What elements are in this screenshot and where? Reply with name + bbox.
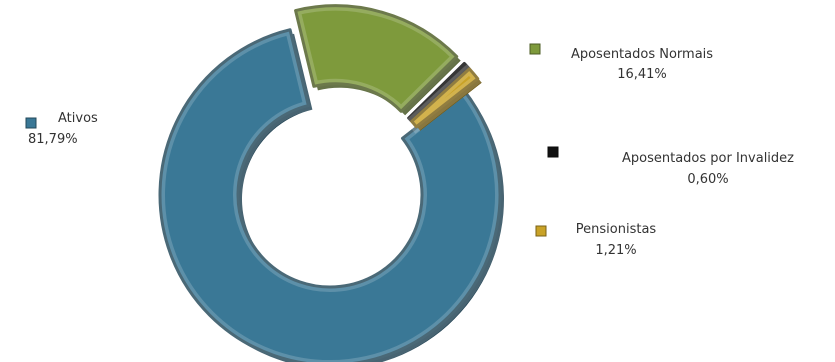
slice-highlight-pensionistas <box>404 61 485 134</box>
donut-slices <box>155 0 505 362</box>
slice-value-aposentados-por-invalidez: 0,60% <box>687 172 728 187</box>
slice-label-ativos: Ativos <box>58 111 98 126</box>
slice-ativos <box>158 28 502 362</box>
slice-highlight-aposentados-normais <box>289 0 464 119</box>
slice-value-ativos: 81,79% <box>28 132 78 147</box>
legend-swatch-pensionistas <box>535 225 547 237</box>
slice-value-aposentados-normais: 16,41% <box>617 67 667 82</box>
slice-labels: Ativos 81,79% Aposentados Normais 16,41% Apo… <box>25 43 794 258</box>
legend-swatch-ativos <box>25 117 37 129</box>
legend-swatch-aposentados-por-invalidez <box>547 146 559 158</box>
slice-label-aposentados-por-invalidez: Aposentados por Invalidez <box>622 151 794 166</box>
slice-label-pensionistas: Pensionistas <box>576 222 657 237</box>
slice-aposentados-normais <box>294 4 459 113</box>
legend-swatch-aposentados-normais <box>529 43 541 55</box>
slice-highlight-ativos <box>155 23 505 362</box>
slice-label-aposentados-normais: Aposentados Normais <box>571 47 713 62</box>
slice-value-pensionistas: 1,21% <box>595 243 636 258</box>
slice-pensionistas <box>410 67 480 129</box>
